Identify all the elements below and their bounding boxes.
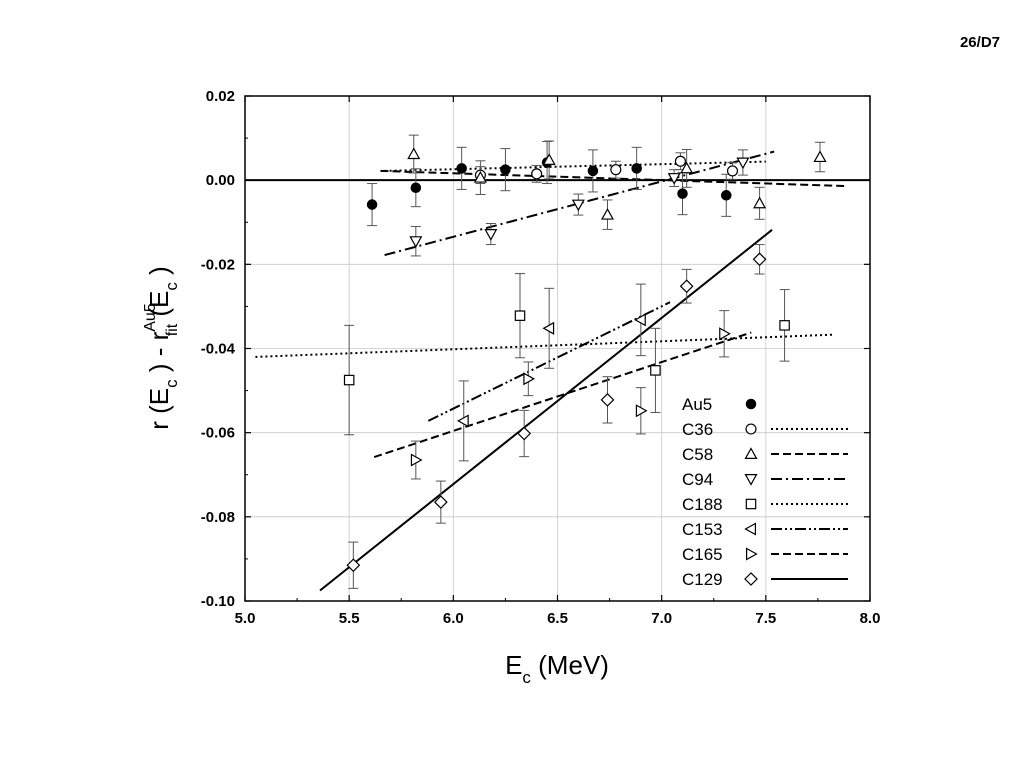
legend-marker-au5 xyxy=(745,398,757,410)
point-c129 xyxy=(433,495,448,510)
legend-label-c58: C58 xyxy=(682,445,713,464)
y-tick-label: -0.08 xyxy=(201,509,235,526)
point-c94 xyxy=(667,173,681,185)
legend-label-c129: C129 xyxy=(682,570,723,589)
point-au5 xyxy=(587,165,599,177)
point-c165 xyxy=(719,327,731,341)
point-au5 xyxy=(500,164,511,175)
point-au5 xyxy=(720,190,732,201)
legend-label-c153: C153 xyxy=(682,520,723,539)
y-tick-label: -0.06 xyxy=(201,425,235,442)
x-title-sub: c xyxy=(522,668,531,687)
legend-label-c36: C36 xyxy=(682,420,713,439)
point-c94 xyxy=(484,229,498,241)
legend-marker-c188 xyxy=(745,498,757,510)
x-tick-label: 6.5 xyxy=(547,610,568,627)
legend: Au5 C36 C58 C94 C188 C153 C165 C129 xyxy=(682,395,848,589)
point-au5 xyxy=(677,188,688,199)
y-tick-label: -0.02 xyxy=(201,256,235,273)
y-tick-label: 0.02 xyxy=(206,88,235,105)
point-c188 xyxy=(343,374,355,386)
point-c188 xyxy=(650,365,661,376)
legend-marker-c36 xyxy=(745,423,757,435)
point-c58 xyxy=(813,150,827,163)
x-tick-label: 5.0 xyxy=(235,610,256,627)
point-c58 xyxy=(542,153,556,165)
y-title-s1: c xyxy=(162,379,181,388)
legend-marker-c129 xyxy=(744,572,758,586)
point-c58 xyxy=(407,147,421,160)
legend-label-c188: C188 xyxy=(682,495,723,514)
legend-label-c165: C165 xyxy=(682,545,723,564)
point-c58 xyxy=(753,196,767,209)
point-au5 xyxy=(456,163,467,174)
legend-marker-c153 xyxy=(744,522,757,536)
point-c153 xyxy=(634,313,646,327)
x-tick-label: 6.0 xyxy=(443,610,464,627)
point-c36 xyxy=(531,168,543,180)
point-c94 xyxy=(571,199,585,212)
point-c94 xyxy=(736,157,750,170)
point-c94 xyxy=(409,236,423,248)
point-c129 xyxy=(600,392,615,407)
point-c36 xyxy=(610,164,622,176)
point-c58 xyxy=(680,161,694,174)
y-title-p1: r (E xyxy=(144,388,174,430)
error-bars-layer xyxy=(344,134,825,589)
point-au5 xyxy=(366,199,378,210)
legend-label-c94: C94 xyxy=(682,470,713,489)
point-c129 xyxy=(679,279,694,294)
point-c58 xyxy=(473,170,487,183)
legend-label-au5: Au5 xyxy=(682,395,712,414)
point-c153 xyxy=(457,414,469,428)
fit-line-c94 xyxy=(384,150,775,257)
x-title-main: E xyxy=(505,650,522,680)
fit-lines-layer xyxy=(255,150,846,592)
y-title-s2: c xyxy=(162,282,181,291)
y-title-sup: Au5 xyxy=(142,303,159,332)
ticks-layer: 5.0 5.5 6.0 6.5 7.0 7.5 8.0 -0.10 -0.08 -0.06 -0.0… xyxy=(201,88,881,627)
y-tick-label: -0.10 xyxy=(201,593,235,610)
x-tick-label: 8.0 xyxy=(860,610,881,627)
x-title-rest: (MeV) xyxy=(531,650,609,680)
point-c58 xyxy=(600,207,615,220)
point-c165 xyxy=(635,404,648,418)
point-c36 xyxy=(674,155,686,167)
x-tick-label: 5.5 xyxy=(339,610,360,627)
legend-marker-c165 xyxy=(745,547,758,561)
x-axis-title: Ec (MeV) xyxy=(505,650,609,687)
y-title-p2: ) - r xyxy=(144,331,174,379)
y-title-p4: ) xyxy=(144,266,174,282)
point-c153 xyxy=(542,321,555,335)
fit-line-c36 xyxy=(384,160,766,172)
legend-marker-c58 xyxy=(744,447,758,459)
point-c188 xyxy=(779,320,790,331)
slide-number-label: 26/D7 xyxy=(959,34,1000,51)
point-c129 xyxy=(752,252,767,267)
grid-layer xyxy=(244,95,871,602)
markers-layer xyxy=(343,147,827,573)
x-tick-label: 7.5 xyxy=(755,610,776,627)
point-au5 xyxy=(410,182,422,194)
x-tick-label: 7.0 xyxy=(651,610,672,627)
point-c165 xyxy=(523,372,536,386)
point-c188 xyxy=(514,310,526,321)
point-c129 xyxy=(346,558,361,573)
fit-line-c165 xyxy=(373,331,752,459)
fit-line-c129 xyxy=(319,229,773,592)
point-c165 xyxy=(410,453,423,467)
point-au5 xyxy=(631,163,642,174)
fit-line-c188 xyxy=(255,333,835,358)
legend-marker-c94 xyxy=(744,474,758,486)
y-title-p3: (E xyxy=(144,291,174,324)
y-tick-label: 0.00 xyxy=(206,172,235,189)
y-axis-title: r (Ec ) - rAu5 fit (Ec ) xyxy=(142,266,181,430)
point-c36 xyxy=(726,165,739,177)
y-tick-label: -0.04 xyxy=(201,341,236,358)
point-c129 xyxy=(517,426,532,441)
y-title-sub: fit xyxy=(164,323,181,336)
